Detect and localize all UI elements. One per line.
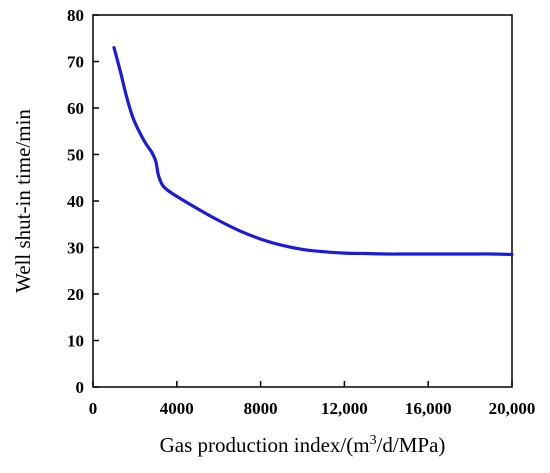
x-tick-label: 20,000 xyxy=(489,399,536,418)
y-tick-label: 50 xyxy=(67,146,84,165)
y-tick-label: 60 xyxy=(67,99,84,118)
x-tick-label: 4000 xyxy=(160,399,194,418)
y-tick-label: 40 xyxy=(67,192,84,211)
y-tick-label: 70 xyxy=(67,53,84,72)
y-tick-label: 0 xyxy=(76,378,85,397)
y-tick-label: 20 xyxy=(67,285,84,304)
series-line xyxy=(112,46,514,257)
y-axis: 0 10 20 30 40 50 60 70 80 xyxy=(67,6,99,397)
plot-frame xyxy=(92,14,513,388)
y-axis-title: Well shut-in time/min xyxy=(11,109,35,293)
x-tick-label: 16,000 xyxy=(405,399,452,418)
x-axis-title-superscript: 3 xyxy=(370,433,377,448)
x-axis-title-main: Gas production index/(m xyxy=(160,433,370,457)
x-tick-label: 8000 xyxy=(244,399,278,418)
x-tick-label: 0 xyxy=(89,399,98,418)
x-axis-title: Gas production index/(m3/d/MPa) xyxy=(160,433,446,457)
x-axis-title-tail: /d/MPa) xyxy=(377,433,446,457)
x-axis: 0 4000 8000 12,000 16,000 20,000 xyxy=(89,381,536,418)
y-tick-label: 10 xyxy=(67,332,84,351)
y-tick-label: 80 xyxy=(67,6,84,25)
y-tick-label: 30 xyxy=(67,239,84,258)
x-tick-label: 12,000 xyxy=(321,399,368,418)
